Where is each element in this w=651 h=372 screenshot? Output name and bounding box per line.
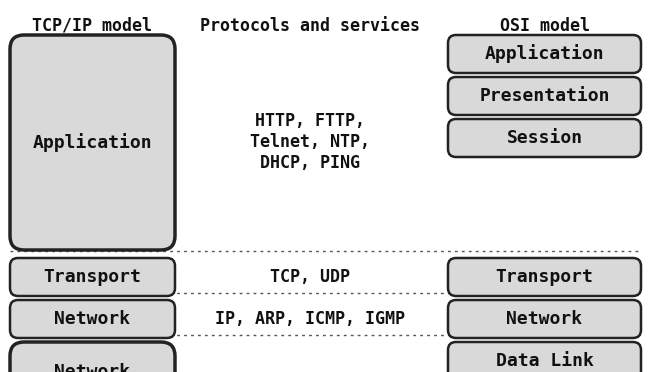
Text: Data Link: Data Link xyxy=(495,352,594,370)
Text: Application: Application xyxy=(485,45,604,64)
Text: Network: Network xyxy=(506,310,583,328)
Text: Transport: Transport xyxy=(44,268,141,286)
Text: TCP/IP model: TCP/IP model xyxy=(32,17,152,35)
FancyBboxPatch shape xyxy=(448,258,641,296)
Text: Network: Network xyxy=(55,310,131,328)
FancyBboxPatch shape xyxy=(448,300,641,338)
FancyBboxPatch shape xyxy=(448,77,641,115)
FancyBboxPatch shape xyxy=(10,342,175,372)
FancyBboxPatch shape xyxy=(448,342,641,372)
Text: Network
Interface: Network Interface xyxy=(44,363,141,372)
FancyBboxPatch shape xyxy=(10,258,175,296)
Text: Protocols and services: Protocols and services xyxy=(200,17,420,35)
Text: TCP, UDP: TCP, UDP xyxy=(270,268,350,286)
Text: Session: Session xyxy=(506,129,583,147)
FancyBboxPatch shape xyxy=(10,35,175,250)
Text: Application: Application xyxy=(33,133,152,152)
Text: HTTP, FTTP,
Telnet, NTP,
DHCP, PING: HTTP, FTTP, Telnet, NTP, DHCP, PING xyxy=(250,112,370,172)
Text: OSI model: OSI model xyxy=(500,17,590,35)
Text: Transport: Transport xyxy=(495,268,594,286)
Text: Presentation: Presentation xyxy=(479,87,610,105)
Text: IP, ARP, ICMP, IGMP: IP, ARP, ICMP, IGMP xyxy=(215,310,405,328)
FancyBboxPatch shape xyxy=(448,35,641,73)
FancyBboxPatch shape xyxy=(10,300,175,338)
FancyBboxPatch shape xyxy=(448,119,641,157)
